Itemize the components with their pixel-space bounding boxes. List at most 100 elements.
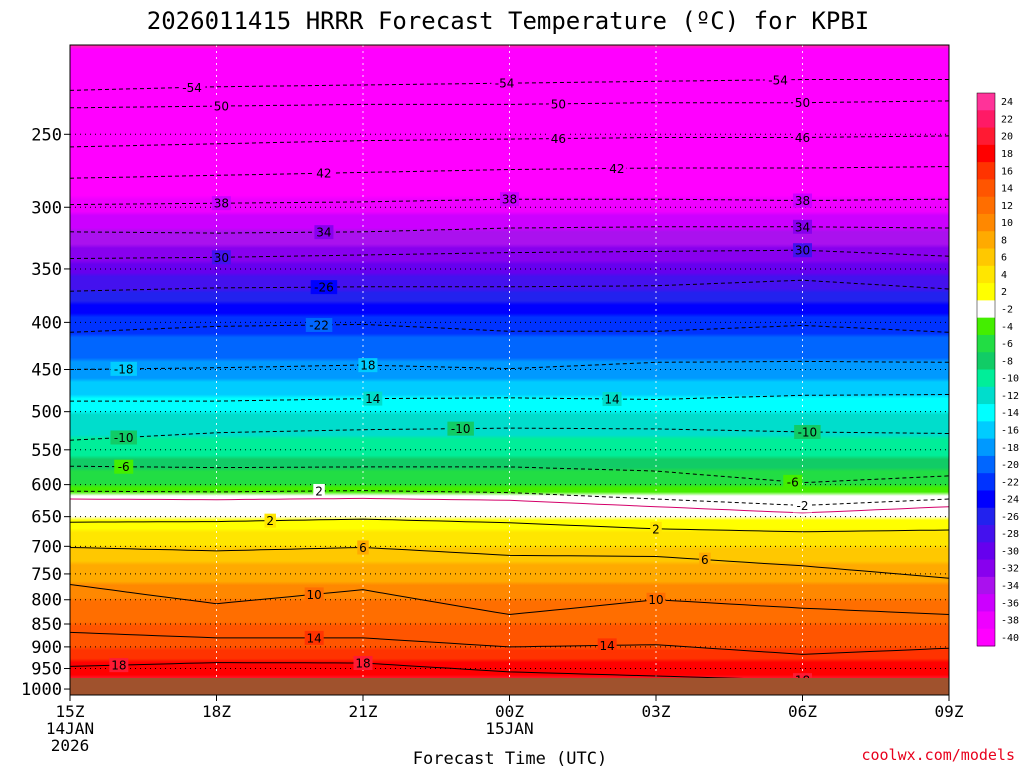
colorbar-swatch <box>977 490 995 509</box>
isotherm-label-bg <box>607 161 627 176</box>
colorbar-label: -36 <box>1001 598 1019 609</box>
isotherm-label: -54 <box>182 81 202 95</box>
x-tick-label: 06Z <box>788 702 817 721</box>
isotherm-label: 42 <box>316 167 331 181</box>
isotherm-label: 42 <box>609 162 624 176</box>
colorbar-swatch <box>977 438 995 457</box>
y-tick-label: 950 <box>31 660 62 680</box>
isotherm-label-bg <box>264 513 276 528</box>
colorbar-label: -24 <box>1001 495 1019 506</box>
colorbar-legend: 24 22 20 18 16 14 12 10 8 6 4 2 -2 -4 -6 -8 -10 -12 -14 -16… <box>976 92 1019 647</box>
x-tick-label: 18Z <box>202 702 231 721</box>
isotherm-label-bg <box>548 131 568 146</box>
isotherm-label: 14 <box>365 392 380 406</box>
isotherm-label-bg <box>211 196 231 211</box>
isotherm-label-bg <box>764 72 792 87</box>
colorbar-swatch <box>977 283 995 301</box>
isotherm-label: 6 <box>359 541 367 555</box>
colorbar-swatch <box>977 162 995 180</box>
isotherm-label-bg <box>793 498 812 513</box>
colorbar-swatch <box>977 300 995 319</box>
colorbar-swatch <box>977 542 995 561</box>
isotherm-label: 10 <box>307 588 322 602</box>
isotherm-label-bg <box>114 459 134 474</box>
isotherm-label: 14 <box>307 631 322 645</box>
isotherm-label: 30 <box>795 244 810 258</box>
colorbar-swatch <box>977 628 995 647</box>
isotherm-label: 2 <box>266 514 274 528</box>
isotherm-label-bg <box>304 587 324 602</box>
pressure-axis: 250 300 350 400 450 500 550 600 650 700 750 800 850 9… <box>21 125 70 700</box>
isotherm-label: 18 <box>355 657 370 671</box>
colorbar-swatch <box>977 576 995 595</box>
isotherm-label: 18 <box>360 359 375 373</box>
colorbar-swatch <box>977 594 995 612</box>
isotherm-line <box>69 546 950 579</box>
isotherm-label-bg <box>353 656 373 671</box>
colorbar-label: 16 <box>1001 166 1013 177</box>
x-tick-label: 09Z <box>935 702 964 721</box>
colorbar-label: -6 <box>1001 339 1013 350</box>
colorbar-swatch <box>977 231 995 250</box>
isotherm-label: 46 <box>795 131 810 145</box>
isotherm-label: -6 <box>787 475 799 489</box>
isotherm-label: -10 <box>798 426 818 440</box>
x-tick-label: 14JAN <box>46 719 94 738</box>
colorbar-label: -4 <box>1001 322 1013 333</box>
isotherm-label: -54 <box>768 73 788 87</box>
isotherm-label: -54 <box>495 77 515 91</box>
isotherm-label-bg <box>793 193 812 208</box>
colorbar-label: 2 <box>1001 287 1007 298</box>
x-tick-label: 03Z <box>642 702 671 721</box>
colorbar-label: -16 <box>1001 425 1019 436</box>
isotherm-label-bg <box>793 219 812 234</box>
colorbar-label: 10 <box>1001 218 1013 229</box>
x-tick-label: 21Z <box>349 702 378 721</box>
y-tick-label: 550 <box>31 441 62 461</box>
x-tick-label: 15Z <box>56 702 85 721</box>
isotherm-label-bg <box>314 166 334 181</box>
isotherm-label-bg <box>650 521 662 536</box>
isotherm-label-bg <box>363 391 383 406</box>
colorbar-swatch <box>977 404 995 422</box>
colorbar-label: 12 <box>1001 201 1013 212</box>
colorbar-label: -30 <box>1001 546 1019 557</box>
isotherm-label-bg <box>447 421 474 436</box>
isotherm-label: 6 <box>701 553 709 567</box>
colorbar-swatch <box>977 196 995 215</box>
isotherm-label: -2 <box>797 499 809 513</box>
isotherm-line <box>69 584 950 616</box>
chart-title: 2026011415 HRRR Forecast Temperature (ºC… <box>147 7 869 35</box>
isotherm-label: -18 <box>114 362 134 376</box>
colorbar-swatch <box>977 127 995 146</box>
isotherm-label-bg <box>357 540 369 555</box>
colorbar-label: 22 <box>1001 114 1013 125</box>
y-tick-label: 850 <box>31 615 62 635</box>
isotherm-label: 50 <box>214 100 229 114</box>
isotherm-label-bg <box>699 552 711 567</box>
colorbar-label: 14 <box>1001 184 1013 195</box>
credit-text: coolwx.com/models <box>861 746 1015 764</box>
colorbar-swatch <box>977 265 995 284</box>
colorbar-label: -20 <box>1001 460 1019 471</box>
y-tick-label: 650 <box>31 508 62 528</box>
isotherm-label-bg <box>793 130 812 145</box>
y-tick-label: 450 <box>31 361 62 381</box>
isotherm-label: 50 <box>795 96 810 110</box>
x-tick-label: 00Z <box>495 702 524 721</box>
colorbar-swatch <box>977 110 995 129</box>
isotherm-label: 2 <box>652 522 660 536</box>
isotherm-label: 38 <box>795 194 810 208</box>
y-tick-label: 400 <box>31 313 62 333</box>
isotherm-label-bg <box>110 430 137 445</box>
isotherm-label: 18 <box>111 659 126 673</box>
colorbar-label: 8 <box>1001 235 1007 246</box>
colorbar-label: -14 <box>1001 408 1019 419</box>
isotherm-label: -10 <box>451 422 471 436</box>
colorbar-label: -38 <box>1001 616 1019 627</box>
colorbar-frame <box>976 92 996 647</box>
isotherm-label-bg <box>794 425 821 440</box>
isotherm-label: 34 <box>316 226 331 240</box>
colorbar-swatch <box>977 386 995 405</box>
